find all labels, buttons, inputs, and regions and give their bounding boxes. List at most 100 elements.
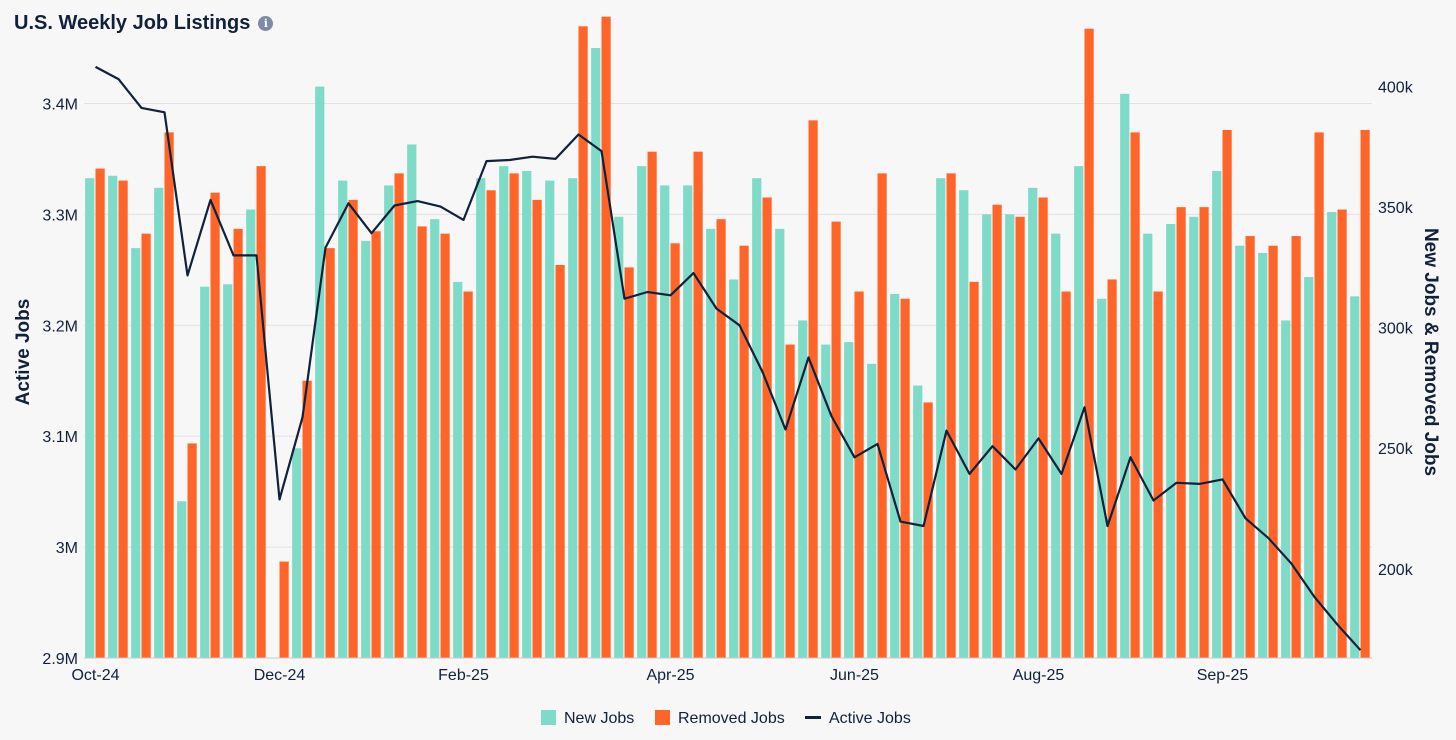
removed-jobs-bar[interactable] [1360,129,1370,658]
removed-jobs-bar[interactable] [164,132,174,659]
removed-jobs-bar[interactable] [486,190,496,658]
removed-jobs-bar[interactable] [693,151,703,658]
new-jobs-bar[interactable] [913,385,923,658]
removed-jobs-bar[interactable] [1314,132,1324,659]
removed-jobs-bar[interactable] [900,298,910,658]
removed-jobs-bar[interactable] [325,248,335,658]
new-jobs-bar[interactable] [545,180,555,658]
removed-jobs-bar[interactable] [532,199,542,659]
new-jobs-bar[interactable] [1028,187,1038,658]
removed-jobs-bar[interactable] [279,561,289,658]
new-jobs-bar[interactable] [154,187,164,658]
removed-jobs-bar[interactable] [1268,245,1278,658]
removed-jobs-bar[interactable] [670,243,680,658]
new-jobs-bar[interactable] [637,166,647,659]
new-jobs-bar[interactable] [706,228,716,659]
new-jobs-bar[interactable] [1120,93,1130,658]
new-jobs-bar[interactable] [407,144,417,658]
removed-jobs-bar[interactable] [601,16,611,658]
new-jobs-bar[interactable] [200,286,210,658]
removed-jobs-bar[interactable] [348,199,358,659]
legend-removed-jobs-label[interactable]: Removed Jobs [678,710,785,727]
new-jobs-bar[interactable] [568,178,578,658]
new-jobs-bar[interactable] [223,284,233,658]
removed-jobs-bar[interactable] [739,245,749,658]
removed-jobs-bar[interactable] [509,173,519,658]
new-jobs-bar[interactable] [1005,214,1015,658]
removed-jobs-bar[interactable] [256,166,266,659]
new-jobs-bar[interactable] [1258,252,1268,658]
new-jobs-bar[interactable] [108,175,118,658]
new-jobs-bar[interactable] [292,448,302,658]
removed-jobs-bar[interactable] [854,291,864,658]
new-jobs-bar[interactable] [430,219,440,658]
removed-jobs-bar[interactable] [1245,236,1255,659]
legend-removed-jobs-swatch[interactable] [655,710,670,725]
legend-active-jobs-label[interactable]: Active Jobs [829,710,911,727]
removed-jobs-bar[interactable] [716,219,726,658]
new-jobs-bar[interactable] [85,178,95,658]
new-jobs-bar[interactable] [1097,298,1107,658]
removed-jobs-bar[interactable] [946,173,956,658]
new-jobs-bar[interactable] [1350,296,1360,658]
new-jobs-bar[interactable] [499,166,509,659]
new-jobs-bar[interactable] [1304,277,1314,658]
legend-new-jobs-swatch[interactable] [541,710,556,725]
new-jobs-bar[interactable] [246,209,256,658]
removed-jobs-bar[interactable] [1015,216,1025,658]
new-jobs-bar[interactable] [1189,216,1199,658]
legend-active-jobs-swatch[interactable] [805,716,821,719]
removed-jobs-bar[interactable] [1038,197,1048,659]
removed-jobs-bar[interactable] [302,380,312,658]
removed-jobs-bar[interactable] [555,264,565,658]
removed-jobs-bar[interactable] [785,344,795,658]
removed-jobs-bar[interactable] [210,192,220,658]
new-jobs-bar[interactable] [453,281,463,658]
new-jobs-bar[interactable] [890,293,900,658]
removed-jobs-bar[interactable] [118,180,128,658]
new-jobs-bar[interactable] [982,214,992,658]
removed-jobs-bar[interactable] [624,267,634,658]
removed-jobs-bar[interactable] [578,26,588,658]
new-jobs-bar[interactable] [729,279,739,658]
new-jobs-bar[interactable] [1074,166,1084,659]
removed-jobs-bar[interactable] [1130,132,1140,659]
new-jobs-bar[interactable] [1235,245,1245,658]
new-jobs-bar[interactable] [936,178,946,658]
removed-jobs-bar[interactable] [440,233,450,659]
removed-jobs-bar[interactable] [1061,291,1071,658]
removed-jobs-bar[interactable] [187,443,197,658]
new-jobs-bar[interactable] [798,320,808,658]
removed-jobs-bar[interactable] [831,221,841,658]
new-jobs-bar[interactable] [1327,211,1337,658]
new-jobs-bar[interactable] [1143,233,1153,659]
new-jobs-bar[interactable] [1281,320,1291,658]
new-jobs-bar[interactable] [338,180,348,658]
new-jobs-bar[interactable] [476,178,486,658]
removed-jobs-bar[interactable] [1107,279,1117,658]
new-jobs-bar[interactable] [821,344,831,658]
removed-jobs-bar[interactable] [1337,209,1347,658]
info-icon[interactable]: i [258,15,274,31]
removed-jobs-bar[interactable] [95,168,105,659]
removed-jobs-bar[interactable] [233,228,243,659]
new-jobs-bar[interactable] [614,216,624,658]
removed-jobs-bar[interactable] [1291,236,1301,659]
active-jobs-line[interactable] [94,65,1362,651]
removed-jobs-bar[interactable] [1153,291,1163,658]
removed-jobs-bar[interactable] [1222,129,1232,658]
new-jobs-bar[interactable] [315,86,325,658]
removed-jobs-bar[interactable] [1084,28,1094,658]
removed-jobs-bar[interactable] [463,291,473,658]
removed-jobs-bar[interactable] [923,402,933,658]
removed-jobs-bar[interactable] [1199,207,1209,658]
removed-jobs-bar[interactable] [1176,207,1186,658]
removed-jobs-bar[interactable] [762,197,772,659]
removed-jobs-bar[interactable] [877,173,887,658]
removed-jobs-bar[interactable] [992,204,1002,658]
removed-jobs-bar[interactable] [141,233,151,659]
new-jobs-bar[interactable] [1051,233,1061,659]
new-jobs-bar[interactable] [591,48,601,658]
new-jobs-bar[interactable] [177,501,187,658]
new-jobs-bar[interactable] [959,190,969,658]
